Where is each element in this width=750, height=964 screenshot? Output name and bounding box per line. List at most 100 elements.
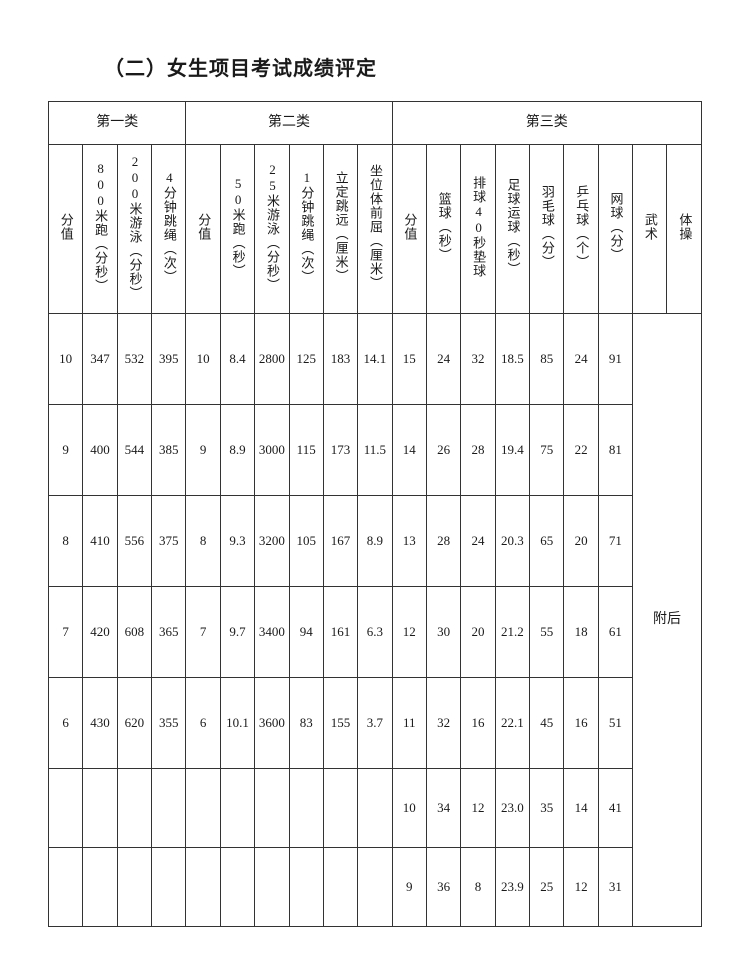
table-cell: 3200 (255, 496, 289, 587)
table-cell (117, 769, 151, 848)
table-cell: 167 (323, 496, 357, 587)
group-1: 第一类 (49, 102, 186, 145)
table-cell: 8.9 (220, 405, 254, 496)
table-cell: 14 (392, 405, 426, 496)
table-cell: 18.5 (495, 314, 529, 405)
col-200m-swim: 200米游泳（分秒） (117, 145, 151, 314)
table-cell (323, 848, 357, 927)
table-cell: 41 (598, 769, 632, 848)
col-score-1: 分值 (49, 145, 83, 314)
table-cell: 23.0 (495, 769, 529, 848)
table-cell: 608 (117, 587, 151, 678)
col-standing-jump: 立定跳远（厘米） (323, 145, 357, 314)
table-cell (220, 848, 254, 927)
table-cell (255, 769, 289, 848)
group-3: 第三类 (392, 102, 701, 145)
col-gymnastics: 体操 (667, 145, 702, 314)
table-cell: 24 (426, 314, 460, 405)
table-cell: 347 (83, 314, 117, 405)
col-1min-rope: 1分钟跳绳（次） (289, 145, 323, 314)
table-cell: 8.4 (220, 314, 254, 405)
table-cell: 16 (564, 678, 598, 769)
table-cell: 28 (461, 405, 495, 496)
table-cell: 3000 (255, 405, 289, 496)
col-score-2: 分值 (186, 145, 220, 314)
table-cell (83, 769, 117, 848)
table-cell: 8.9 (358, 496, 392, 587)
table-cell: 30 (426, 587, 460, 678)
table-cell: 155 (323, 678, 357, 769)
col-50m: 50米跑（秒） (220, 145, 254, 314)
table-cell: 375 (152, 496, 186, 587)
table-cell: 6.3 (358, 587, 392, 678)
table-cell: 81 (598, 405, 632, 496)
table-cell: 32 (426, 678, 460, 769)
table-cell: 12 (564, 848, 598, 927)
table-cell: 13 (392, 496, 426, 587)
table-cell: 9.7 (220, 587, 254, 678)
table-cell: 75 (530, 405, 564, 496)
table-row: 742060836579.73400941616.312302021.25518… (49, 587, 702, 678)
group-header-row: 第一类 第二类 第三类 (49, 102, 702, 145)
table-cell: 26 (426, 405, 460, 496)
column-header-row: 分值 800米跑（分秒） 200米游泳（分秒） 4分钟跳绳（次） 分值 50米跑… (49, 145, 702, 314)
col-basketball: 篮球（秒） (426, 145, 460, 314)
table-cell: 10 (186, 314, 220, 405)
table-cell: 355 (152, 678, 186, 769)
table-cell: 51 (598, 678, 632, 769)
table-cell: 12 (392, 587, 426, 678)
table-cell: 430 (83, 678, 117, 769)
col-tabletennis: 乒乓球（个） (564, 145, 598, 314)
table-cell: 14 (564, 769, 598, 848)
table-cell: 20.3 (495, 496, 529, 587)
table-cell: 91 (598, 314, 632, 405)
table-row: 936823.9251231 (49, 848, 702, 927)
table-cell: 125 (289, 314, 323, 405)
col-4min-rope: 4分钟跳绳（次） (152, 145, 186, 314)
table-cell: 7 (49, 587, 83, 678)
table-row: 10347532395108.4280012518314.115243218.5… (49, 314, 702, 405)
table-cell: 18 (564, 587, 598, 678)
table-row: 6430620355610.13600831553.711321622.1451… (49, 678, 702, 769)
table-cell: 6 (186, 678, 220, 769)
table-cell: 22 (564, 405, 598, 496)
table-cell: 14.1 (358, 314, 392, 405)
table-cell (186, 769, 220, 848)
table-cell: 105 (289, 496, 323, 587)
table-cell: 71 (598, 496, 632, 587)
table-cell: 12 (461, 769, 495, 848)
table-cell: 544 (117, 405, 151, 496)
table-cell (152, 769, 186, 848)
table-cell: 183 (323, 314, 357, 405)
table-cell: 556 (117, 496, 151, 587)
table-cell: 161 (323, 587, 357, 678)
table-cell (186, 848, 220, 927)
table-cell: 8 (186, 496, 220, 587)
table-cell: 365 (152, 587, 186, 678)
table-row: 10341223.0351441 (49, 769, 702, 848)
table-row: 841055637589.332001051678.913282420.3652… (49, 496, 702, 587)
table-cell (152, 848, 186, 927)
col-tennis: 网球（分） (598, 145, 632, 314)
table-cell: 3400 (255, 587, 289, 678)
table-cell: 10 (392, 769, 426, 848)
group-2: 第二类 (186, 102, 392, 145)
table-cell: 532 (117, 314, 151, 405)
table-cell: 23.9 (495, 848, 529, 927)
table-cell: 32 (461, 314, 495, 405)
col-volleyball: 排球40秒垫球 (461, 145, 495, 314)
table-cell: 410 (83, 496, 117, 587)
table-cell: 3.7 (358, 678, 392, 769)
table-cell: 385 (152, 405, 186, 496)
table-cell (358, 848, 392, 927)
col-badminton: 羽毛球（分） (530, 145, 564, 314)
table-cell: 65 (530, 496, 564, 587)
table-cell: 20 (461, 587, 495, 678)
document-page: （二）女生项目考试成绩评定 第一类 第二类 第三类 分值 800米跑（分秒） 2… (0, 0, 750, 964)
table-cell: 19.4 (495, 405, 529, 496)
table-cell: 61 (598, 587, 632, 678)
table-cell: 15 (392, 314, 426, 405)
col-football: 足球运球（秒） (495, 145, 529, 314)
table-cell: 620 (117, 678, 151, 769)
table-cell (255, 848, 289, 927)
